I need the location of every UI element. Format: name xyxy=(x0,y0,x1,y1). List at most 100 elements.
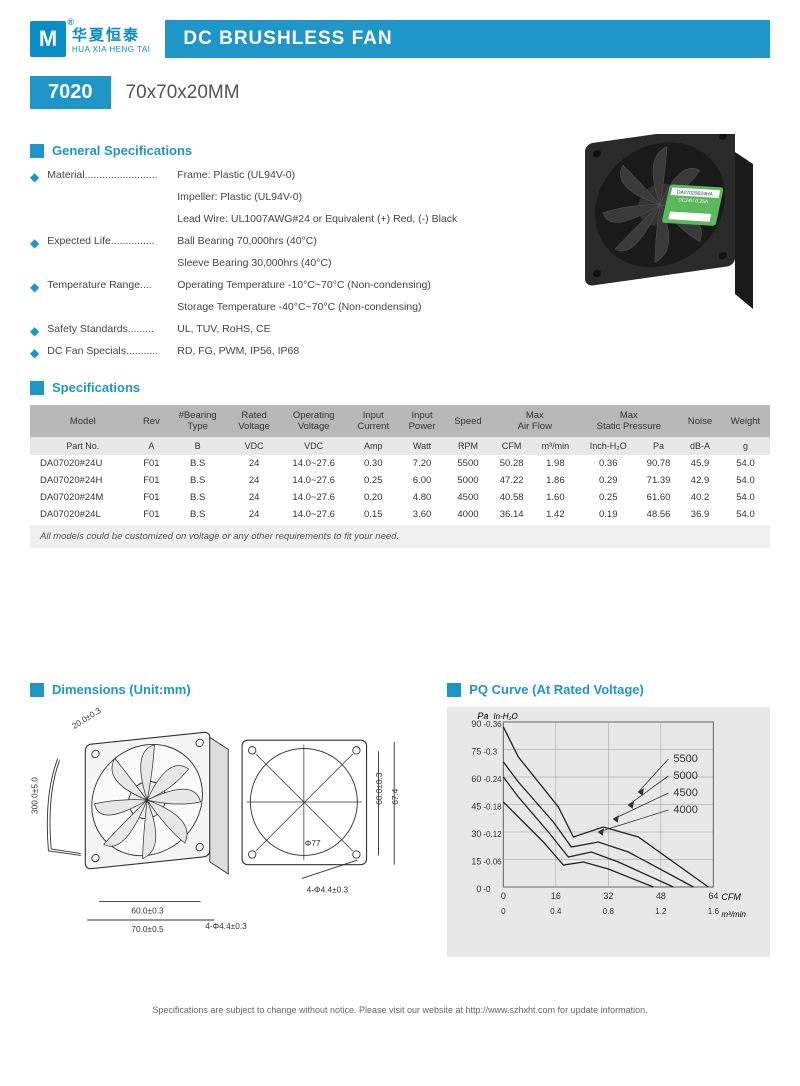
table-header: Rev xyxy=(136,405,168,437)
spec-table: ModelRev#BearingTypeRatedVoltageOperatin… xyxy=(30,405,770,523)
logo-cn: 华夏恒泰 xyxy=(72,24,150,45)
svg-text:5500: 5500 xyxy=(674,753,698,765)
svg-text:Φ77: Φ77 xyxy=(305,838,321,848)
spec-row: ◆DC Fan Specials...........RD, FG, PWM, … xyxy=(30,344,540,362)
table-header: Model xyxy=(30,405,136,437)
company-logo: M® 华夏恒泰 HUA XIA HENG TAI xyxy=(30,21,150,57)
spec-row: ◆Sleeve Bearing 30,000hrs (40°C) xyxy=(30,256,540,274)
table-header: Noise xyxy=(679,405,721,437)
table-note: All models could be customized on voltag… xyxy=(30,525,770,548)
pq-chart: 90-0.3675-0.360-0.2445-0.1830-0.1215-0.0… xyxy=(447,707,770,957)
svg-text:-0.24: -0.24 xyxy=(484,775,503,784)
svg-text:-0.18: -0.18 xyxy=(484,803,503,812)
spec-row: ◆Storage Temperature -40°C~70°C (Non-con… xyxy=(30,300,540,318)
svg-text:0: 0 xyxy=(501,891,506,901)
model-row: 7020 70x70x20MM xyxy=(30,76,770,109)
table-header: OperatingVoltage xyxy=(280,405,347,437)
table-subheader: Pa xyxy=(638,437,679,455)
table-header: MaxStatic Pressure xyxy=(579,405,680,437)
page-header: M® 华夏恒泰 HUA XIA HENG TAI DC BRUSHLESS FA… xyxy=(30,20,770,58)
svg-text:5000: 5000 xyxy=(674,770,698,782)
svg-text:m³/min: m³/min xyxy=(722,910,747,919)
table-row: DA07020#24UF01B.S2414.0~27.60.307.205500… xyxy=(30,455,770,472)
svg-text:15: 15 xyxy=(472,857,482,867)
table-subheader: Amp xyxy=(347,437,399,455)
svg-text:20.0±0.3: 20.0±0.3 xyxy=(70,707,103,731)
table-header: RatedVoltage xyxy=(228,405,280,437)
svg-text:In-H₂O: In-H₂O xyxy=(494,712,518,721)
table-subheader: A xyxy=(136,437,168,455)
svg-text:4500: 4500 xyxy=(674,787,698,799)
model-dimensions: 70x70x20MM xyxy=(126,82,240,104)
table-row: DA07020#24LF01B.S2414.0~27.60.153.604000… xyxy=(30,506,770,523)
svg-text:60.0±0.3: 60.0±0.3 xyxy=(131,906,164,916)
table-subheader: VDC xyxy=(280,437,347,455)
svg-text:60.0±0.3: 60.0±0.3 xyxy=(374,772,384,805)
svg-text:16: 16 xyxy=(551,891,561,901)
svg-text:32: 32 xyxy=(604,891,614,901)
svg-text:4000: 4000 xyxy=(674,804,698,816)
general-title: General Specifications xyxy=(30,143,540,158)
title-bar: DC BRUSHLESS FAN xyxy=(165,20,770,58)
svg-text:0.8: 0.8 xyxy=(603,907,615,916)
dim-title: Dimensions (Unit:mm) xyxy=(30,682,417,697)
table-header: InputCurrent xyxy=(347,405,399,437)
table-header: #BearingType xyxy=(167,405,228,437)
table-subheader: Watt xyxy=(399,437,445,455)
svg-text:70.0±0.5: 70.0±0.5 xyxy=(131,924,164,934)
dimension-drawing: 20.0±0.3 300.0±5.0 60.0±0.3 70.0±0.5 4-Φ… xyxy=(30,707,417,967)
spec-row: ◆Safety Standards.........UL, TUV, RoHS,… xyxy=(30,322,540,340)
svg-text:Pa: Pa xyxy=(478,711,489,721)
spec-row: ◆Lead Wire: UL1007AWG#24 or Equivalent (… xyxy=(30,212,540,230)
spec-row: ◆Material.........................Frame:… xyxy=(30,168,540,186)
svg-text:0.4: 0.4 xyxy=(551,907,563,916)
svg-text:1.6: 1.6 xyxy=(708,907,720,916)
footer-note: Specifications are subject to change wit… xyxy=(30,995,770,1015)
table-header: Weight xyxy=(721,405,770,437)
table-header: InputPower xyxy=(399,405,445,437)
table-subheader: VDC xyxy=(228,437,280,455)
table-subheader: m³/min xyxy=(532,437,578,455)
table-subheader: Part No. xyxy=(30,437,136,455)
svg-text:300.0±5.0: 300.0±5.0 xyxy=(30,777,39,814)
table-row: DA07020#24MF01B.S2414.0~27.60.204.804500… xyxy=(30,489,770,506)
svg-text:-0.3: -0.3 xyxy=(484,748,498,757)
svg-text:45: 45 xyxy=(472,802,482,812)
logo-mark: M® xyxy=(30,21,66,57)
spec-row: ◆Temperature Range....Operating Temperat… xyxy=(30,278,540,296)
dimensions-section: Dimensions (Unit:mm) xyxy=(30,668,417,970)
table-subheader: dB-A xyxy=(679,437,721,455)
svg-text:0: 0 xyxy=(501,907,506,916)
table-header: MaxAir Flow xyxy=(491,405,578,437)
table-subheader: g xyxy=(721,437,770,455)
model-number: 7020 xyxy=(30,76,111,109)
table-header: Speed xyxy=(445,405,491,437)
svg-text:64: 64 xyxy=(709,891,719,901)
svg-text:-0.12: -0.12 xyxy=(484,830,503,839)
svg-text:-0.06: -0.06 xyxy=(484,858,503,867)
svg-text:CFM: CFM xyxy=(722,892,742,902)
svg-text:0: 0 xyxy=(477,884,482,894)
spec-row: ◆Impeller: Plastic (UL94V-0) xyxy=(30,190,540,208)
spec-row: ◆Expected Life...............Ball Bearin… xyxy=(30,234,540,252)
logo-en: HUA XIA HENG TAI xyxy=(72,45,150,54)
pq-title: PQ Curve (At Rated Voltage) xyxy=(447,682,770,697)
svg-text:75: 75 xyxy=(472,747,482,757)
svg-text:60: 60 xyxy=(472,774,482,784)
table-subheader: RPM xyxy=(445,437,491,455)
general-specs: General Specifications ◆Material........… xyxy=(30,129,540,366)
spec-title: Specifications xyxy=(30,380,770,395)
svg-text:-0: -0 xyxy=(484,885,492,894)
table-row: DA07020#24HF01B.S2414.0~27.60.256.005000… xyxy=(30,472,770,489)
svg-text:1.2: 1.2 xyxy=(656,907,668,916)
svg-text:-0.36: -0.36 xyxy=(484,720,503,729)
svg-text:4-Φ4.4±0.3: 4-Φ4.4±0.3 xyxy=(307,884,349,894)
table-subheader: CFM xyxy=(491,437,532,455)
pq-section: PQ Curve (At Rated Voltage) 90-0.3675-0.… xyxy=(447,668,770,970)
svg-text:48: 48 xyxy=(656,891,666,901)
product-image: DA07020B24HA DC24V 0.25A xyxy=(560,129,770,329)
table-subheader: Inch-H₂O xyxy=(579,437,638,455)
svg-text:67.4: 67.4 xyxy=(390,788,400,805)
svg-text:4-Φ4.4±0.3: 4-Φ4.4±0.3 xyxy=(205,921,247,931)
svg-text:30: 30 xyxy=(472,829,482,839)
